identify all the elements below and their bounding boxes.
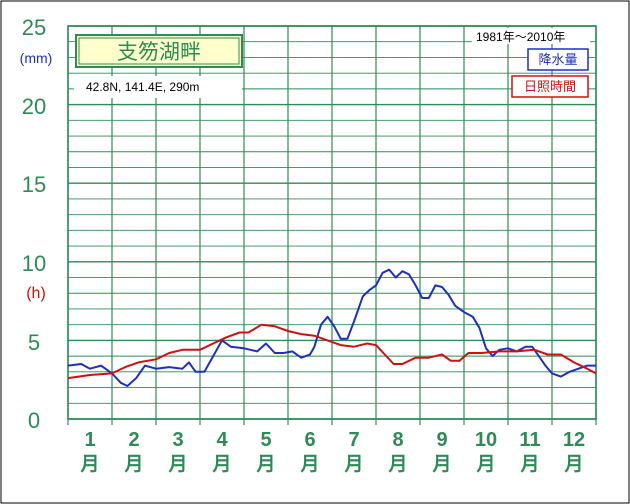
y-tick-5: 5 xyxy=(28,330,40,355)
title-box xyxy=(75,34,243,68)
month-number-label: 5 xyxy=(260,429,271,451)
month-number-label: 11 xyxy=(519,429,540,451)
month-suffix-label: 月 xyxy=(519,453,539,475)
month-number-label: 10 xyxy=(475,429,497,451)
month-suffix-label: 月 xyxy=(299,453,319,475)
title-box-inner xyxy=(78,37,240,65)
y-tick-10: 10 xyxy=(22,251,46,276)
month-suffix-label: 月 xyxy=(387,453,407,475)
month-suffix-label: 月 xyxy=(255,453,275,475)
series-lines xyxy=(67,268,597,387)
month-number-label: 1 xyxy=(84,429,95,451)
sunshine-unit-label: (h) xyxy=(26,285,46,302)
month-suffix-label: 月 xyxy=(123,453,143,475)
precip-unit-label: (mm) xyxy=(20,50,53,66)
grid xyxy=(67,25,597,425)
month-number-label: 6 xyxy=(304,429,315,451)
month-number-label: 3 xyxy=(172,429,183,451)
month-suffix-label: 月 xyxy=(343,453,363,475)
y-tick-20: 20 xyxy=(22,94,46,119)
y-tick-0: 0 xyxy=(28,408,40,433)
month-suffix-label: 月 xyxy=(563,453,583,475)
month-suffix-label: 月 xyxy=(431,453,451,475)
legend-sunshine xyxy=(511,75,589,98)
month-number-label: 4 xyxy=(216,429,228,451)
location-bg xyxy=(74,76,242,98)
location-label: 42.8N, 141.4E, 290m xyxy=(86,80,199,94)
month-number-label: 2 xyxy=(128,429,139,451)
month-number-label: 9 xyxy=(436,429,447,451)
legend-sunshine-label: 日照時間 xyxy=(524,80,576,95)
legend-precip-label: 降水量 xyxy=(538,53,577,68)
series-line-sunshine xyxy=(67,323,597,380)
month-number-label: 7 xyxy=(348,429,359,451)
chart-title: 支笏湖畔 xyxy=(117,40,201,64)
plot-area-border xyxy=(67,25,597,420)
month-number-label: 8 xyxy=(392,429,403,451)
legend-precip xyxy=(527,48,589,71)
y-tick-labels: 0 5 10 15 20 25 xyxy=(22,15,46,433)
y-tick-15: 15 xyxy=(22,172,46,197)
period-label: 1981年〜2010年 xyxy=(476,30,565,44)
month-suffix-label: 月 xyxy=(211,453,231,475)
month-suffix-label: 月 xyxy=(167,453,187,475)
month-number-label: 12 xyxy=(563,429,585,451)
month-suffix-label: 月 xyxy=(79,453,99,475)
month-suffix-label: 月 xyxy=(475,453,495,475)
y-tick-25: 25 xyxy=(22,15,46,40)
series-line-precipitation xyxy=(67,268,596,387)
period-bg xyxy=(472,28,590,44)
